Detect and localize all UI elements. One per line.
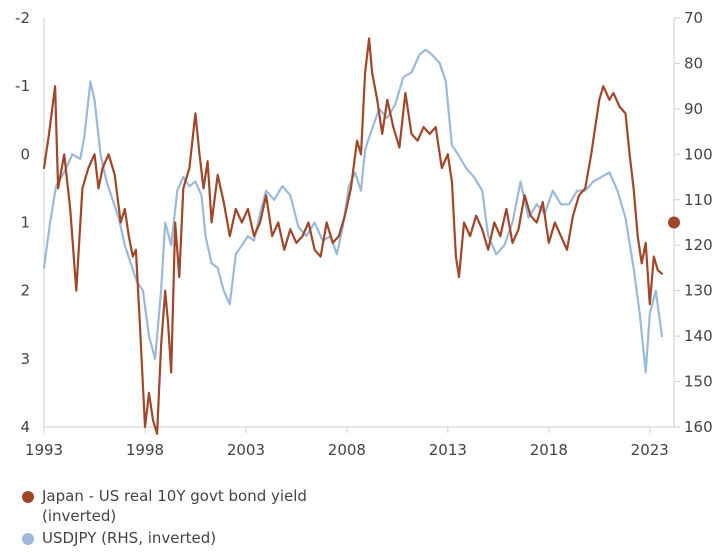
right-tick-label: 130: [684, 282, 713, 300]
left-tick-label: 2: [20, 282, 30, 300]
legend-label: Japan - US real 10Y govt bond yield (inv…: [42, 487, 307, 525]
legend-swatch-usdjpy: [22, 533, 34, 545]
left-axis-ticks: -2 -1 0 1 2 3 4: [15, 9, 30, 436]
latest-value-marker: [668, 216, 680, 229]
legend: Japan - US real 10Y govt bond yield (inv…: [22, 486, 352, 550]
right-tick-label: 140: [684, 327, 713, 345]
x-tick-label: 2018: [530, 441, 568, 459]
x-tick-label: 1993: [25, 441, 63, 459]
legend-label: USDJPY (RHS, inverted): [42, 529, 217, 547]
left-tick-label: 0: [20, 145, 30, 163]
right-axis-ticks: 70 80 90 100 110 120 130 140 150 160: [674, 9, 713, 436]
x-tick-label: 2023: [631, 441, 669, 459]
x-axis-ticks: 1993 1998 2003 2008 2013 2018 2023: [25, 427, 669, 459]
chart-area: -2 -1 0 1 2 3 4 70 80 90 100 110 120 130 140 150 160 19…: [15, 9, 713, 459]
right-tick-label: 70: [684, 9, 703, 27]
right-tick-label: 110: [684, 191, 713, 209]
right-tick-label: 90: [684, 100, 703, 118]
left-tick-label: -1: [15, 77, 30, 95]
right-tick-label: 80: [684, 54, 703, 72]
left-tick-label: -2: [15, 9, 30, 27]
legend-item-japan-us-yield: Japan - US real 10Y govt bond yield (inv…: [22, 486, 352, 526]
x-tick-label: 1998: [126, 441, 164, 459]
right-tick-label: 150: [684, 373, 713, 391]
x-tick-label: 2008: [328, 441, 366, 459]
x-tick-label: 2003: [227, 441, 265, 459]
legend-item-usdjpy: USDJPY (RHS, inverted): [22, 528, 352, 548]
right-tick-label: 100: [684, 145, 713, 163]
left-tick-label: 4: [20, 418, 30, 436]
right-tick-label: 120: [684, 236, 713, 254]
left-tick-label: 1: [20, 214, 30, 232]
x-tick-label: 2013: [429, 441, 467, 459]
right-tick-label: 160: [684, 418, 713, 436]
legend-swatch-japan-us-yield: [22, 491, 34, 503]
series-line-japan-us-yield: [42, 37, 664, 435]
left-tick-label: 3: [20, 350, 30, 368]
series-line-usdjpy: [42, 48, 664, 374]
series-layer: [42, 37, 680, 435]
